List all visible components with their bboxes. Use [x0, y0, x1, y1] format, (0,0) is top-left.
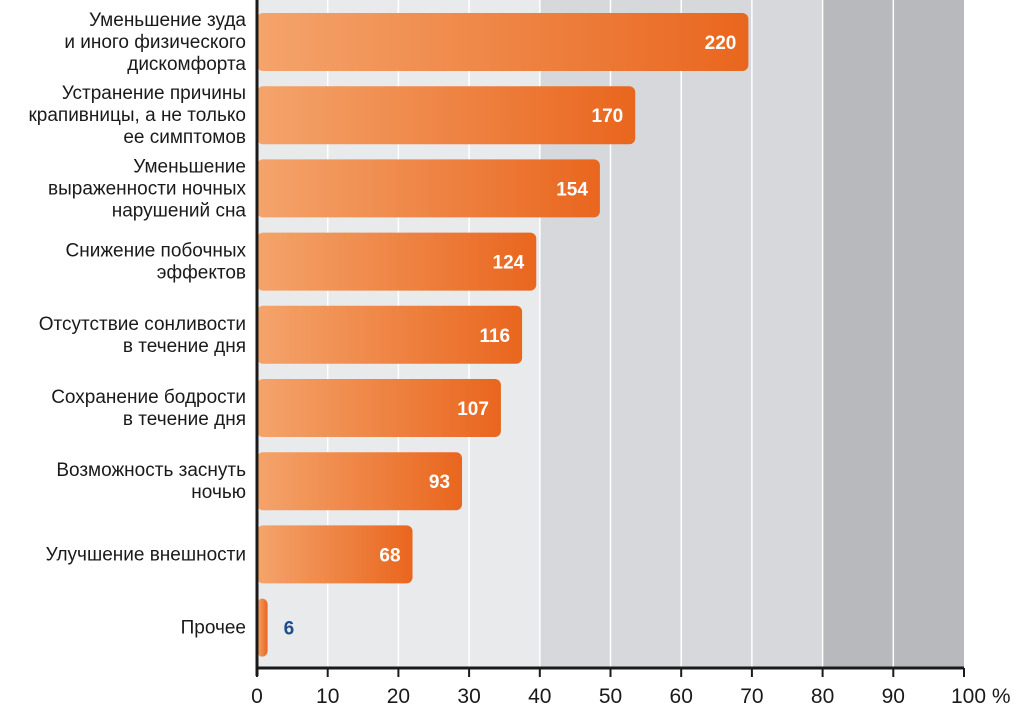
x-tick-label: 60: [670, 685, 693, 708]
bar-value-label: 107: [457, 399, 489, 420]
category-label: Прочее: [181, 618, 246, 639]
bar-value-label: 124: [493, 253, 525, 274]
x-tick-label: 0: [251, 685, 263, 708]
category-label: Сохранение бодрости в течение дня: [51, 387, 246, 430]
bar: [257, 13, 749, 71]
x-tick-label: 90: [882, 685, 905, 708]
x-tick-label: 30: [457, 685, 480, 708]
bar: [257, 305, 523, 364]
bars: 220 170 154 124 116 107 93 68 6: [257, 13, 749, 657]
bar-value-label: 116: [479, 326, 510, 347]
category-label: Возможность заснуть ночью: [56, 460, 246, 503]
category-label: Снижение побочных эффектов: [66, 241, 247, 284]
bar: [257, 452, 463, 511]
category-label: Устранение причины крапивницы, а не тольк…: [28, 83, 246, 148]
category-label: Уменьшение зуда и иного физического диском…: [64, 10, 246, 75]
bar: [257, 598, 268, 657]
category-label: Улучшение внешности: [46, 544, 246, 565]
x-tick-label: 50: [599, 685, 622, 708]
bar-value-label: 6: [284, 619, 295, 640]
x-tick-label: 70: [740, 685, 763, 708]
category-labels: Уменьшение зуда и иного физического диском…: [28, 10, 246, 639]
bar: [257, 232, 537, 291]
x-tick-label: 10: [316, 685, 339, 708]
x-tick-label: 80: [811, 685, 834, 708]
bar: [257, 159, 600, 218]
bar-value-label: 68: [379, 545, 400, 566]
bar: [257, 525, 413, 584]
category-label: Уменьшение выраженности ночных нарушений с…: [48, 156, 246, 221]
x-tick-label: 100 %: [951, 685, 1011, 708]
category-label: Отсутствие сонливости в течение дня: [39, 314, 246, 357]
bar-value-label: 220: [705, 33, 737, 54]
bar: [257, 86, 636, 145]
bar-value-label: 170: [592, 106, 624, 127]
x-axis: 0 10 20 30 40 50 60 70 80 90 100 %: [251, 0, 1011, 708]
x-tick-label: 20: [387, 685, 410, 708]
bar-value-label: 93: [429, 472, 450, 493]
x-tick-label: 40: [528, 685, 551, 708]
bar-value-label: 154: [556, 179, 588, 200]
bar: [257, 379, 501, 437]
